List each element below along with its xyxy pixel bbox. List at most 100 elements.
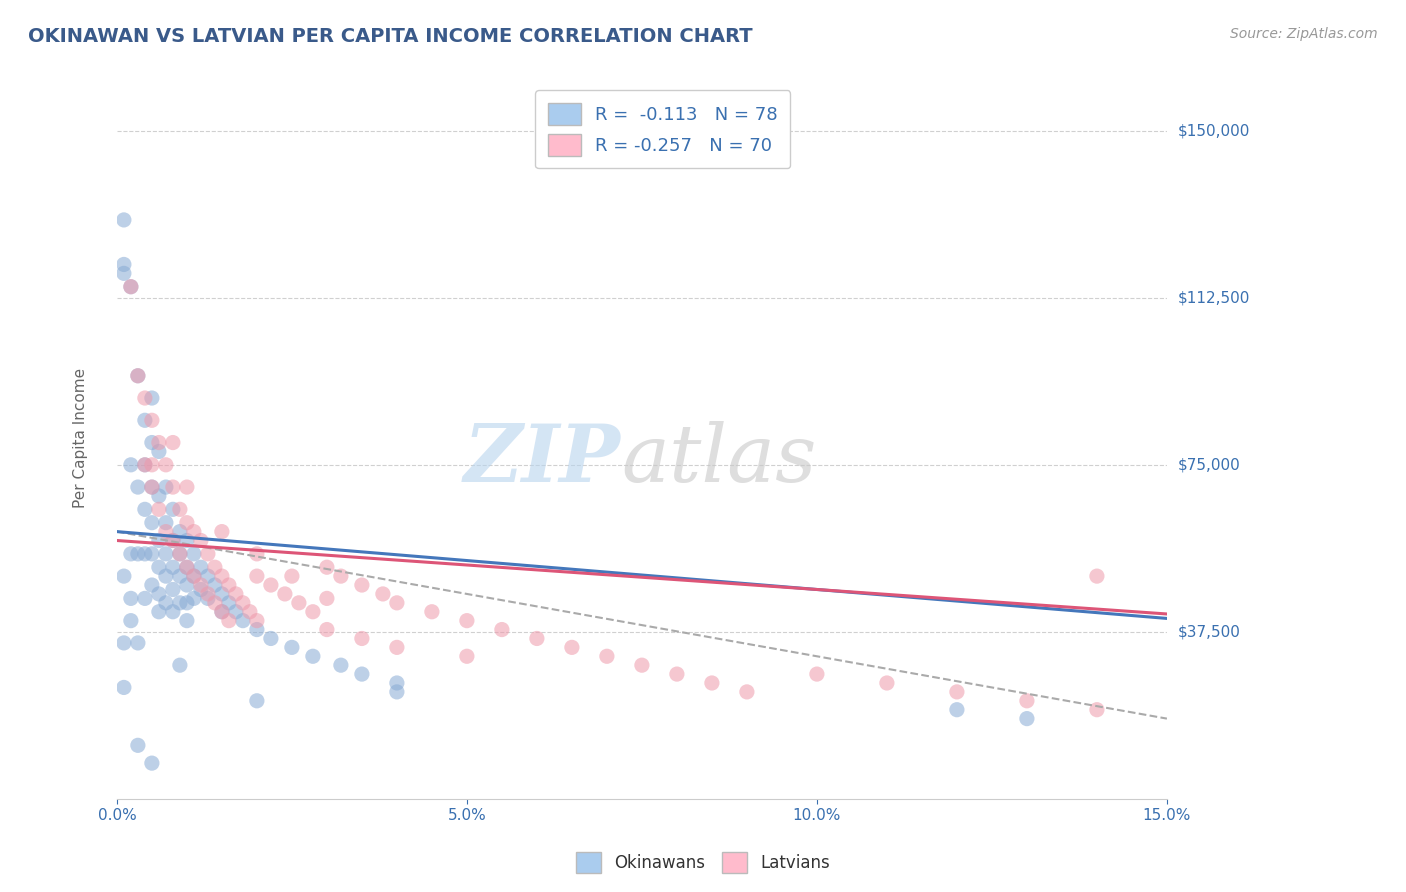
- Point: [183, 591, 205, 606]
- Point: [204, 578, 226, 592]
- Point: [141, 578, 163, 592]
- Text: atlas: atlas: [621, 421, 817, 499]
- Text: $37,500: $37,500: [1178, 624, 1241, 640]
- Point: [141, 391, 163, 405]
- Point: [162, 480, 184, 494]
- Point: [596, 649, 619, 664]
- Point: [225, 587, 247, 601]
- Text: $112,500: $112,500: [1178, 290, 1250, 305]
- Point: [169, 569, 191, 583]
- Text: OKINAWAN VS LATVIAN PER CAPITA INCOME CORRELATION CHART: OKINAWAN VS LATVIAN PER CAPITA INCOME CO…: [28, 27, 752, 45]
- Text: $150,000: $150,000: [1178, 123, 1250, 138]
- Point: [155, 516, 177, 530]
- Point: [155, 480, 177, 494]
- Point: [946, 703, 969, 717]
- Point: [127, 547, 149, 561]
- Point: [162, 605, 184, 619]
- Point: [288, 596, 311, 610]
- Point: [162, 502, 184, 516]
- Point: [329, 569, 352, 583]
- Point: [120, 279, 142, 293]
- Point: [134, 502, 156, 516]
- Point: [148, 560, 170, 574]
- Point: [148, 444, 170, 458]
- Point: [371, 587, 394, 601]
- Point: [190, 560, 212, 574]
- Point: [204, 596, 226, 610]
- Point: [526, 632, 548, 646]
- Point: [665, 667, 688, 681]
- Point: [176, 560, 198, 574]
- Point: [155, 569, 177, 583]
- Point: [350, 632, 373, 646]
- Point: [134, 391, 156, 405]
- Point: [806, 667, 828, 681]
- Point: [155, 458, 177, 472]
- Point: [169, 547, 191, 561]
- Point: [561, 640, 583, 655]
- Point: [134, 547, 156, 561]
- Point: [120, 458, 142, 472]
- Point: [183, 569, 205, 583]
- Point: [148, 605, 170, 619]
- Point: [329, 658, 352, 673]
- Point: [169, 524, 191, 539]
- Point: [274, 587, 297, 601]
- Point: [141, 480, 163, 494]
- Point: [127, 739, 149, 753]
- Point: [225, 605, 247, 619]
- Point: [134, 591, 156, 606]
- Point: [281, 569, 304, 583]
- Text: Source: ZipAtlas.com: Source: ZipAtlas.com: [1230, 27, 1378, 41]
- Point: [148, 489, 170, 503]
- Point: [127, 368, 149, 383]
- Point: [315, 623, 337, 637]
- Point: [456, 614, 478, 628]
- Point: [1015, 712, 1038, 726]
- Point: [127, 636, 149, 650]
- Point: [176, 578, 198, 592]
- Point: [141, 435, 163, 450]
- Point: [302, 605, 325, 619]
- Point: [211, 587, 233, 601]
- Point: [134, 458, 156, 472]
- Point: [112, 213, 135, 227]
- Point: [211, 569, 233, 583]
- Point: [385, 685, 408, 699]
- Point: [176, 516, 198, 530]
- Point: [385, 640, 408, 655]
- Point: [162, 560, 184, 574]
- Point: [120, 591, 142, 606]
- Point: [141, 756, 163, 771]
- Point: [141, 413, 163, 427]
- Point: [155, 524, 177, 539]
- Point: [315, 591, 337, 606]
- Point: [197, 547, 219, 561]
- Point: [169, 502, 191, 516]
- Point: [169, 596, 191, 610]
- Point: [141, 458, 163, 472]
- Point: [162, 533, 184, 548]
- Point: [218, 578, 240, 592]
- Point: [246, 547, 269, 561]
- Point: [211, 605, 233, 619]
- Point: [155, 596, 177, 610]
- Legend: R =  -0.113   N = 78, R = -0.257   N = 70: R = -0.113 N = 78, R = -0.257 N = 70: [536, 90, 790, 169]
- Point: [700, 676, 723, 690]
- Point: [315, 560, 337, 574]
- Point: [162, 582, 184, 597]
- Point: [120, 279, 142, 293]
- Point: [176, 596, 198, 610]
- Point: [246, 623, 269, 637]
- Point: [218, 596, 240, 610]
- Point: [183, 524, 205, 539]
- Point: [127, 480, 149, 494]
- Point: [141, 547, 163, 561]
- Point: [302, 649, 325, 664]
- Point: [631, 658, 654, 673]
- Point: [876, 676, 898, 690]
- Point: [420, 605, 443, 619]
- Point: [176, 560, 198, 574]
- Point: [169, 547, 191, 561]
- Point: [385, 596, 408, 610]
